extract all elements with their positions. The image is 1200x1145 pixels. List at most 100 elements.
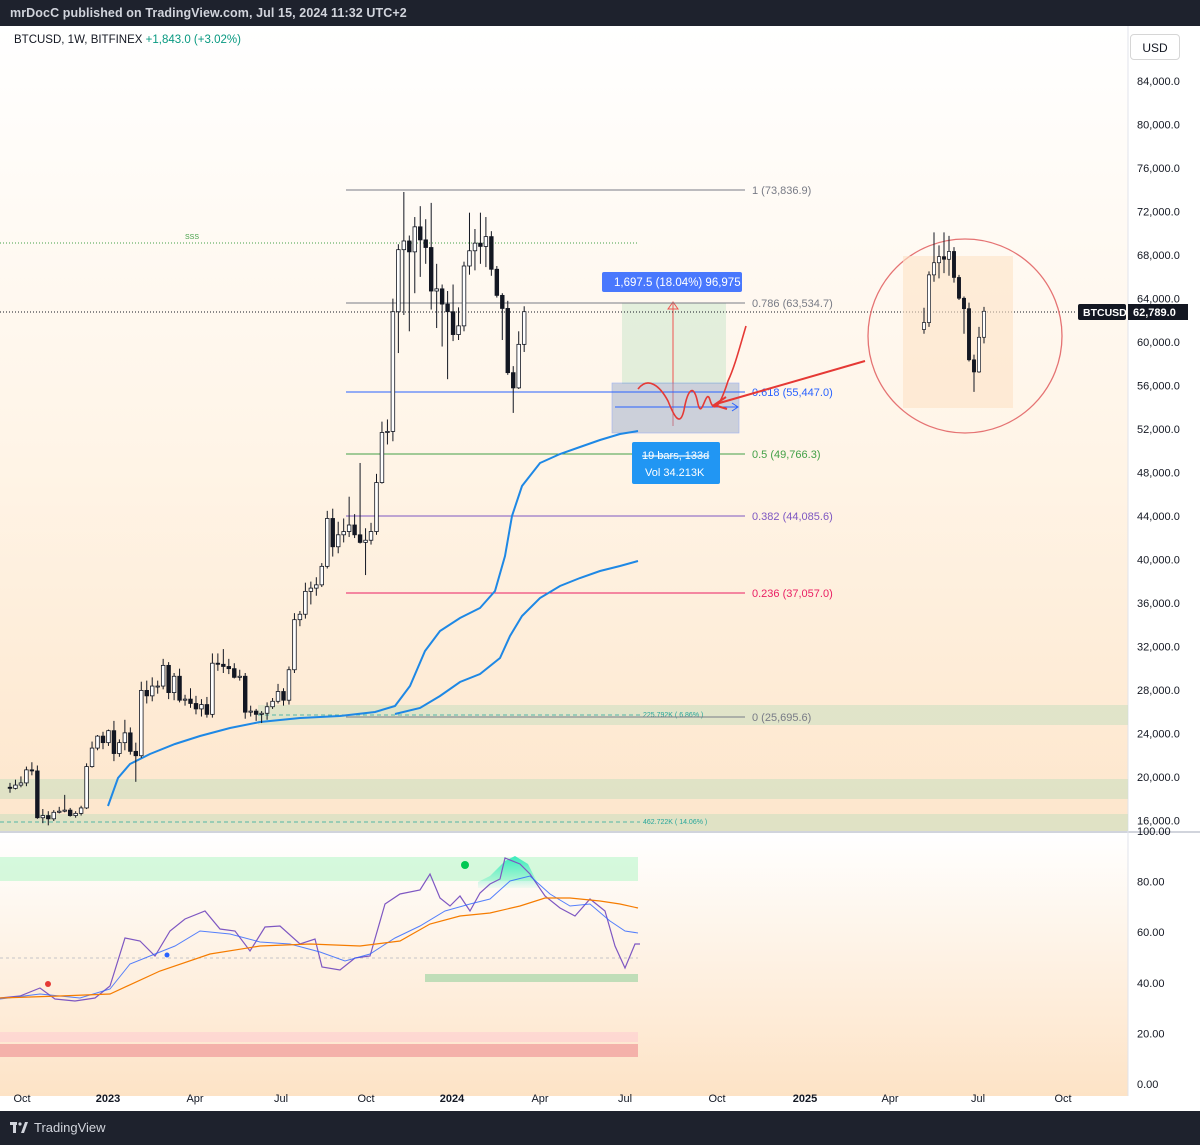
candle: [199, 704, 204, 710]
vol-label-text: Vol 34.213K: [645, 467, 705, 479]
candle: [286, 669, 292, 701]
volume-zone-upper: [258, 705, 1128, 725]
candle: [117, 742, 122, 754]
time-tick-label: Jul: [274, 1093, 288, 1105]
candle: [374, 482, 379, 532]
candle: [111, 730, 117, 754]
candle: [467, 250, 472, 267]
candle: [73, 812, 78, 816]
inset-candle: [937, 256, 941, 264]
price-tick-label: 76,000.0: [1137, 163, 1180, 175]
time-tick-label: Oct: [357, 1093, 374, 1105]
candles-group[interactable]: [7, 192, 527, 826]
rsi-axis[interactable]: 100.00 80.00 60.00 40.00 20.00 0.00: [1137, 826, 1171, 1091]
candle: [248, 710, 253, 713]
price-tick-label: 60,000.0: [1137, 337, 1180, 349]
ema-slow-line[interactable]: [394, 560, 639, 715]
candle: [319, 565, 324, 586]
price-tick-label: 64,000.0: [1137, 294, 1180, 306]
chart-canvas[interactable]: 225.792K ( 6.86% ) 462.722K ( 14.06% ) S…: [0, 26, 1200, 1111]
candle: [150, 685, 155, 697]
price-tick-label: 28,000.0: [1137, 685, 1180, 697]
fib-label-786: 0.786 (63,534.7): [752, 298, 833, 310]
rsi-signal-dot-blue: [164, 952, 170, 958]
ema-fast-line[interactable]: [107, 430, 639, 807]
rsi-signal-dot-red: [45, 981, 51, 987]
chart-frame[interactable]: 225.792K ( 6.86% ) 462.722K ( 14.06% ) S…: [0, 26, 1200, 1111]
candle: [221, 663, 226, 667]
publish-bar: mrDocC published on TradingView.com, Jul…: [0, 0, 1200, 26]
candle: [281, 691, 286, 701]
price-pane-bg: [0, 26, 1128, 831]
candle: [7, 786, 13, 789]
candle: [379, 432, 385, 483]
tradingview-logo[interactable]: TradingView: [10, 1120, 106, 1135]
symbol-header[interactable]: BTCUSD, 1W, BITFINEX +1,843.0 (+3.02%): [14, 34, 241, 46]
rsi-overbought-zone: [0, 857, 638, 881]
candle: [270, 700, 275, 708]
price-tick-label: 80,000.0: [1137, 120, 1180, 132]
time-tick-label: Jul: [618, 1093, 632, 1105]
candle: [62, 809, 67, 812]
price-tick-label: 40,000.0: [1137, 555, 1180, 567]
price-axis[interactable]: 84,000.0 80,000.0 76,000.0 72,000.0 68,000.0…: [1137, 76, 1180, 828]
candle: [210, 662, 215, 715]
candle: [100, 735, 106, 744]
time-axis[interactable]: Oct 2023 Apr Jul Oct 2024 Apr Jul Oct 2025 Apr Jul O…: [13, 1093, 1071, 1105]
volume-zone-label-1: 225.792K ( 6.86% ): [643, 712, 703, 719]
red-arrow-line[interactable]: [715, 360, 866, 405]
candle: [57, 810, 62, 813]
rsi-tick-label: 40.00: [1137, 978, 1165, 990]
candle: [450, 311, 456, 335]
candle: [401, 240, 407, 251]
candle: [166, 664, 171, 693]
candle: [67, 809, 73, 816]
candle: [275, 691, 281, 702]
inset-candle: [922, 322, 926, 330]
price-scale-bg[interactable]: [1128, 26, 1200, 1111]
current-symbol-tag: [1078, 304, 1126, 320]
candle: [412, 226, 417, 253]
long-position-target-zone[interactable]: [622, 303, 726, 384]
rsi-tick-label: 0.00: [1137, 1079, 1158, 1091]
time-tick-label: 2025: [793, 1093, 817, 1105]
candle: [215, 662, 221, 665]
rsi-tick-label: 80.00: [1137, 877, 1165, 889]
inset-candle: [982, 310, 986, 338]
current-symbol-text: BTCUSD: [1083, 307, 1127, 319]
candle: [511, 372, 516, 389]
candle: [106, 730, 111, 744]
projected-path-drawing[interactable]: [637, 325, 747, 420]
candle: [128, 732, 133, 752]
tradingview-logo-text: TradingView: [34, 1120, 106, 1135]
candle: [259, 712, 264, 715]
rsi-smoothed-line: [0, 875, 639, 1000]
time-tick-label: 2024: [440, 1093, 465, 1105]
candle: [188, 698, 193, 704]
symbol-exchange: BITFINEX: [90, 34, 143, 46]
candle: [139, 690, 144, 757]
symbol-interval[interactable]: 1W: [67, 34, 85, 46]
price-tick-label: 36,000.0: [1137, 598, 1180, 610]
candle: [483, 236, 489, 247]
symbol-name[interactable]: BTCUSD: [14, 34, 62, 46]
candle: [297, 613, 303, 621]
currency-button[interactable]: USD: [1130, 34, 1180, 60]
candle: [182, 698, 188, 701]
fib-label-0: 0 (25,695.6): [752, 712, 811, 724]
fib-label-1: 1 (73,836.9): [752, 185, 811, 197]
inset-candle: [962, 297, 966, 310]
rsi-support-zone: [425, 974, 638, 982]
date-range-box[interactable]: [611, 382, 740, 434]
current-price-text: 62,789.0: [1133, 307, 1176, 319]
time-tick-label: Apr: [531, 1093, 548, 1105]
price-tick-label: 24,000.0: [1137, 729, 1180, 741]
price-tick-label: 44,000.0: [1137, 511, 1180, 523]
time-tick-label: Apr: [186, 1093, 203, 1105]
price-tick-label: 84,000.0: [1137, 76, 1180, 88]
inset-candle: [932, 262, 936, 276]
fib-retracement[interactable]: 1 (73,836.9) 0.786 (63,534.7) 0.618 (55,…: [346, 185, 833, 724]
candle: [133, 750, 139, 757]
highlight-circle[interactable]: [867, 238, 1063, 434]
rsi-pane[interactable]: [0, 856, 640, 1057]
